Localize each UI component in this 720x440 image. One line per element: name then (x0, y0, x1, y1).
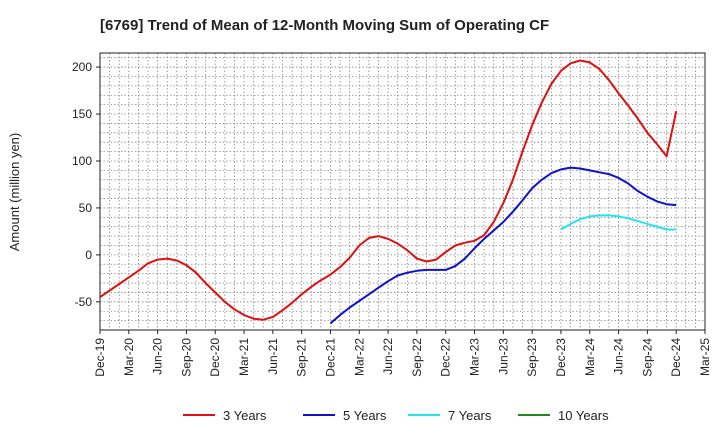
x-tick-label: Sep-20 (179, 338, 193, 377)
x-tick-label: Mar-23 (468, 338, 482, 376)
x-tick-label: Dec-24 (669, 338, 683, 377)
legend: 3 Years 5 Years 7 Years 10 Years (183, 408, 609, 423)
y-tick-label: 200 (72, 60, 92, 74)
y-tick-label: -50 (75, 295, 93, 309)
x-tick-label: Mar-21 (237, 338, 251, 376)
series-line-7-years (560, 214, 677, 231)
x-tick-label: Mar-25 (698, 338, 712, 376)
x-tick-label: Dec-22 (439, 338, 453, 377)
x-tick-label: Sep-22 (410, 338, 424, 377)
series-line-5-years (329, 166, 677, 325)
y-tick-label: 0 (85, 248, 92, 262)
chart-title: [6769] Trend of Mean of 12-Month Moving … (100, 17, 549, 34)
x-tick-label: Dec-23 (554, 338, 568, 377)
x-tick-label: Sep-21 (295, 338, 309, 377)
x-tick-label: Jun-24 (612, 338, 626, 375)
legend-label: 3 Years (223, 408, 267, 423)
x-tick-label: Sep-24 (640, 338, 654, 377)
x-tick-label: Jun-20 (151, 338, 165, 375)
x-tick-label: Mar-24 (583, 338, 597, 376)
y-tick-label: 150 (72, 107, 92, 121)
x-tick-label: Dec-21 (323, 338, 337, 377)
legend-label: 10 Years (558, 408, 609, 423)
plot-frame (99, 52, 706, 331)
x-axis: Dec-19 Mar-20 Jun-20 Sep-20 Dec-20 Mar-21 Jun-… (93, 330, 712, 377)
y-tick-label: 100 (72, 154, 92, 168)
y-axis: -50 0 50 100 150 200 (72, 60, 100, 309)
legend-label: 7 Years (448, 408, 492, 423)
y-tick-label: 50 (79, 201, 93, 215)
grid (100, 53, 705, 331)
x-tick-label: Jun-21 (266, 338, 280, 375)
y-axis-label: Amount (million yen) (7, 133, 22, 252)
plot-lines (99, 59, 678, 325)
legend-label: 5 Years (343, 408, 387, 423)
x-tick-label: Mar-22 (352, 338, 366, 376)
x-tick-label: Dec-20 (208, 338, 222, 377)
series-line-3-years (99, 59, 678, 321)
x-tick-label: Mar-20 (122, 338, 136, 376)
x-tick-label: Sep-23 (525, 338, 539, 377)
x-tick-label: Jun-22 (381, 338, 395, 375)
x-tick-label: Jun-23 (496, 338, 510, 375)
x-tick-label: Dec-19 (93, 338, 107, 377)
